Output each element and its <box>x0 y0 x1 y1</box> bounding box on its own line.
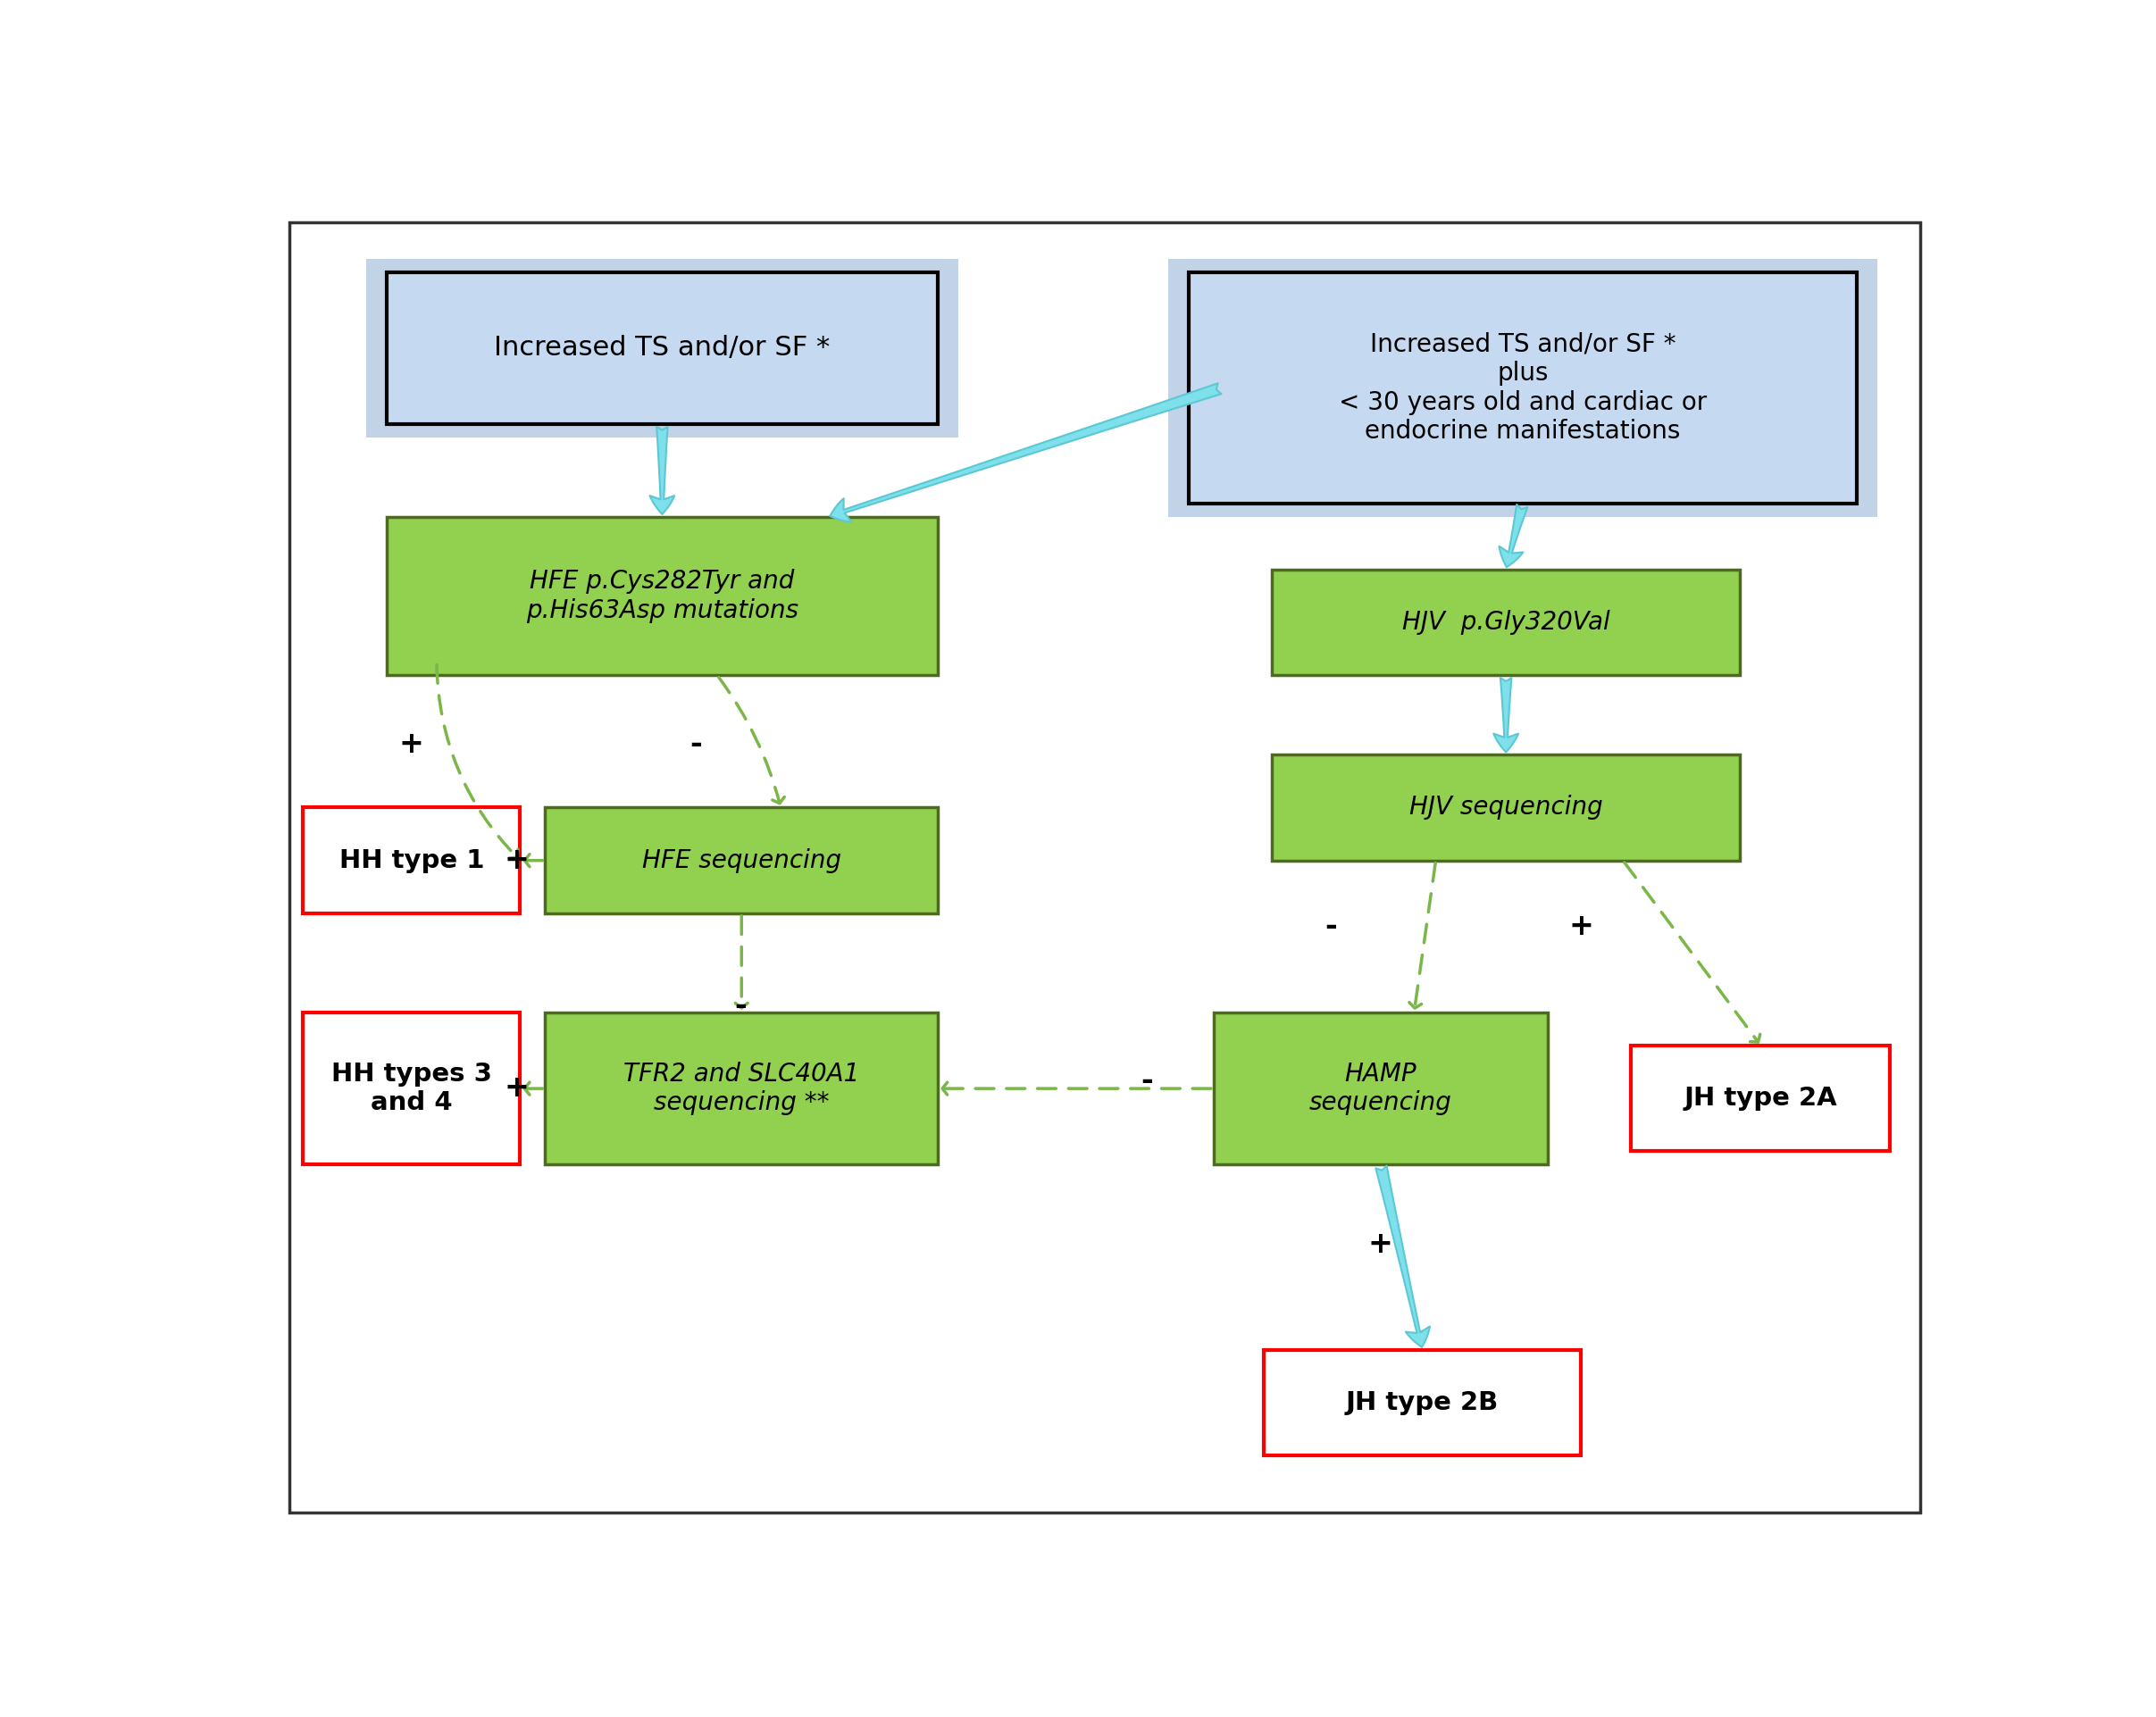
Text: HH types 3
and 4: HH types 3 and 4 <box>332 1061 492 1116</box>
FancyBboxPatch shape <box>545 1013 938 1164</box>
Text: +: + <box>1570 912 1593 941</box>
FancyBboxPatch shape <box>367 259 957 438</box>
Text: HFE p.Cys282Tyr and
p.His63Asp mutations: HFE p.Cys282Tyr and p.His63Asp mutations <box>526 568 798 623</box>
Text: +: + <box>1369 1229 1393 1259</box>
Text: -: - <box>1141 1066 1153 1095</box>
FancyBboxPatch shape <box>1214 1013 1548 1164</box>
Text: +: + <box>399 730 425 759</box>
FancyBboxPatch shape <box>1272 755 1740 860</box>
Text: JH type 2B: JH type 2B <box>1345 1391 1498 1415</box>
FancyBboxPatch shape <box>1272 570 1740 675</box>
FancyBboxPatch shape <box>386 517 938 675</box>
FancyBboxPatch shape <box>1188 271 1856 503</box>
Text: +: + <box>505 846 528 876</box>
Text: -: - <box>1324 912 1337 941</box>
Text: HJV  p.Gly320Val: HJV p.Gly320Val <box>1401 610 1611 635</box>
Text: HFE sequencing: HFE sequencing <box>642 848 841 872</box>
Text: TFR2 and SLC40A1
sequencing **: TFR2 and SLC40A1 sequencing ** <box>623 1061 860 1116</box>
FancyBboxPatch shape <box>302 807 520 913</box>
Text: -: - <box>690 730 701 759</box>
FancyBboxPatch shape <box>302 1013 520 1164</box>
FancyBboxPatch shape <box>1632 1046 1891 1152</box>
Text: HH type 1: HH type 1 <box>338 848 485 872</box>
Text: Increased TS and/or SF *
plus
< 30 years old and cardiac or
endocrine manifestat: Increased TS and/or SF * plus < 30 years… <box>1339 331 1708 443</box>
FancyBboxPatch shape <box>386 271 938 424</box>
Text: +: + <box>505 1073 528 1102</box>
Text: -: - <box>735 991 746 1020</box>
FancyBboxPatch shape <box>545 807 938 913</box>
Text: Increased TS and/or SF *: Increased TS and/or SF * <box>494 335 830 361</box>
FancyBboxPatch shape <box>1263 1350 1580 1456</box>
Text: HAMP
sequencing: HAMP sequencing <box>1309 1061 1451 1116</box>
FancyBboxPatch shape <box>1169 259 1878 517</box>
Text: HJV sequencing: HJV sequencing <box>1410 795 1602 821</box>
Text: JH type 2A: JH type 2A <box>1684 1085 1837 1111</box>
